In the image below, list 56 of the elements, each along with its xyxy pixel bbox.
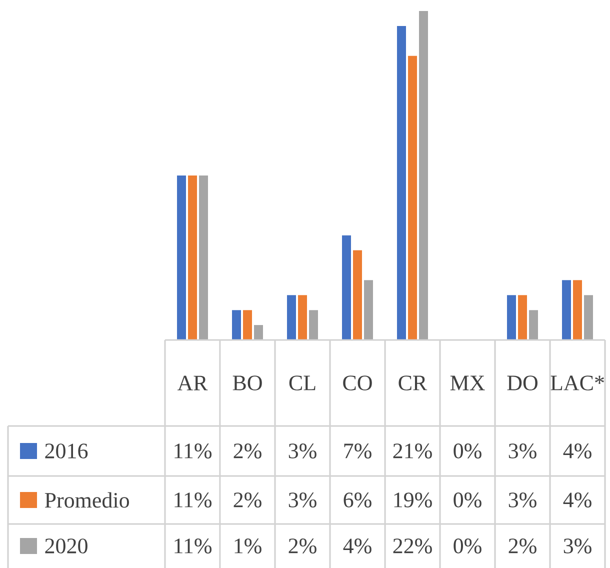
data-label: 0% bbox=[454, 444, 482, 458]
bar bbox=[287, 295, 296, 340]
bar bbox=[584, 295, 593, 340]
bar bbox=[364, 280, 374, 340]
bar bbox=[397, 26, 406, 340]
data-label: 2% bbox=[234, 444, 262, 458]
data-label: 3% bbox=[288, 492, 316, 508]
bar bbox=[408, 56, 417, 340]
data-label: 11% bbox=[174, 444, 212, 458]
data-label: 3% bbox=[508, 444, 536, 458]
x-tick-label: CL bbox=[289, 376, 316, 390]
bar bbox=[188, 175, 198, 340]
data-label: 4% bbox=[563, 444, 592, 458]
bar bbox=[232, 310, 242, 340]
bar bbox=[177, 175, 186, 340]
data-label: 2% bbox=[288, 538, 316, 554]
data-label: 2% bbox=[508, 538, 536, 554]
x-tick-label: LAC* bbox=[550, 376, 604, 390]
bar bbox=[254, 325, 264, 340]
bar bbox=[243, 310, 252, 340]
bar bbox=[507, 295, 516, 340]
x-tick-label: CO bbox=[343, 376, 372, 390]
data-label: 2% bbox=[234, 492, 262, 508]
bar bbox=[573, 280, 582, 340]
x-tick-label: MX bbox=[450, 376, 485, 390]
data-label: 7% bbox=[344, 444, 372, 458]
data-label: 4% bbox=[343, 538, 372, 554]
data-label: 19% bbox=[394, 492, 432, 508]
data-label: 0% bbox=[454, 538, 482, 554]
data-label: 11% bbox=[174, 492, 212, 508]
data-label: 6% bbox=[344, 492, 372, 508]
bar bbox=[342, 235, 351, 340]
data-label: 3% bbox=[288, 444, 316, 458]
data-label: 11% bbox=[174, 538, 212, 554]
bar bbox=[309, 310, 318, 340]
bar bbox=[199, 175, 208, 340]
bar bbox=[298, 295, 307, 340]
data-label: 3% bbox=[508, 492, 536, 508]
data-label: 1% bbox=[234, 538, 262, 554]
data-label: 0% bbox=[454, 492, 482, 508]
legend-label: 2016 bbox=[45, 444, 88, 458]
x-tick-label: AR bbox=[177, 376, 208, 390]
legend-label: Promedio bbox=[44, 492, 129, 508]
bar bbox=[353, 250, 362, 340]
data-label: 4% bbox=[563, 492, 592, 508]
bar bbox=[419, 10, 428, 340]
bar bbox=[518, 295, 527, 340]
data-label: 3% bbox=[564, 538, 592, 554]
data-label: 22% bbox=[393, 538, 432, 554]
legend-label: 2020 bbox=[45, 538, 88, 554]
bar bbox=[529, 310, 538, 340]
x-tick-label: CR bbox=[398, 376, 428, 390]
bar bbox=[562, 280, 571, 340]
data-label: 21% bbox=[393, 444, 432, 458]
x-tick-label: BO bbox=[232, 376, 262, 390]
x-tick-label: DO bbox=[507, 376, 538, 390]
